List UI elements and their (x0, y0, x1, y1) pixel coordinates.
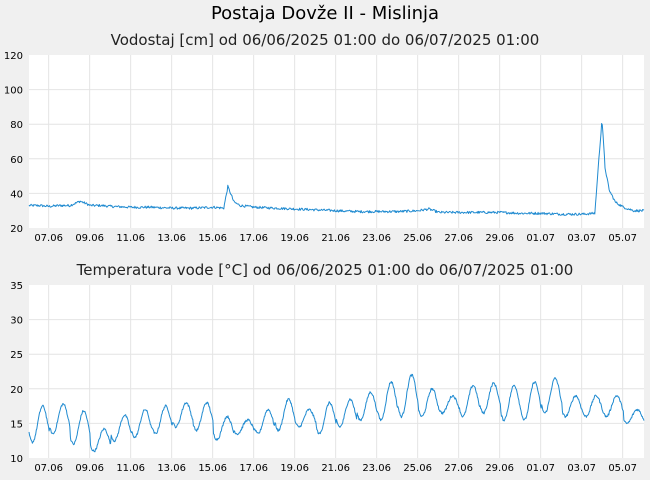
water-temperature-chart-title: Temperatura vode [°C] od 06/06/2025 01:0… (76, 261, 574, 279)
x-tick-label: 15.06 (198, 463, 227, 474)
x-tick-label: 13.06 (157, 463, 186, 474)
y-tick-label: 40 (10, 189, 23, 200)
x-tick-label: 23.06 (362, 233, 391, 244)
x-tick-label: 25.06 (403, 233, 432, 244)
x-tick-label: 25.06 (403, 463, 432, 474)
page-title: Postaja Dovže II - Mislinja (210, 3, 440, 24)
x-tick-label: 19.06 (280, 233, 309, 244)
series-line-2 (28, 373, 645, 453)
x-tick-label: 13.06 (157, 233, 186, 244)
x-tick-label: 01.07 (526, 463, 555, 474)
x-tick-label: 29.06 (485, 233, 514, 244)
x-tick-label: 23.06 (362, 463, 391, 474)
x-tick-label: 03.07 (567, 233, 596, 244)
x-tick-label: 07.06 (34, 233, 63, 244)
x-tick-label: 11.06 (116, 463, 145, 474)
x-tick-label: 15.06 (198, 233, 227, 244)
y-tick-label: 120 (4, 51, 23, 62)
plot-area-1 (29, 55, 644, 228)
water-level-chart-title: Vodostaj [cm] od 06/06/2025 01:00 do 06/… (110, 31, 540, 49)
y-tick-label: 20 (10, 385, 23, 396)
x-tick-label: 17.06 (239, 463, 268, 474)
x-tick-label: 09.06 (75, 463, 104, 474)
y-tick-label: 60 (10, 155, 23, 166)
y-tick-label: 80 (10, 120, 23, 131)
x-tick-label: 21.06 (321, 233, 350, 244)
x-tick-label: 27.06 (444, 233, 473, 244)
x-tick-label: 01.07 (526, 233, 555, 244)
x-tick-label: 09.06 (75, 233, 104, 244)
x-tick-label: 05.07 (608, 463, 637, 474)
x-tick-label: 17.06 (239, 233, 268, 244)
x-tick-label: 03.07 (567, 463, 596, 474)
y-tick-label: 15 (10, 419, 23, 430)
plot-area-2 (29, 285, 644, 458)
x-tick-label: 05.07 (608, 233, 637, 244)
x-tick-label: 07.06 (34, 463, 63, 474)
series-line-1 (28, 123, 645, 216)
x-tick-label: 11.06 (116, 233, 145, 244)
y-tick-label: 10 (10, 454, 23, 465)
x-tick-label: 21.06 (321, 463, 350, 474)
y-tick-label: 30 (10, 316, 23, 327)
y-tick-label: 35 (10, 281, 23, 292)
y-tick-label: 20 (10, 224, 23, 235)
y-tick-label: 100 (4, 86, 23, 97)
x-tick-label: 29.06 (485, 463, 514, 474)
x-tick-label: 19.06 (280, 463, 309, 474)
x-tick-label: 27.06 (444, 463, 473, 474)
y-tick-label: 25 (10, 350, 23, 361)
